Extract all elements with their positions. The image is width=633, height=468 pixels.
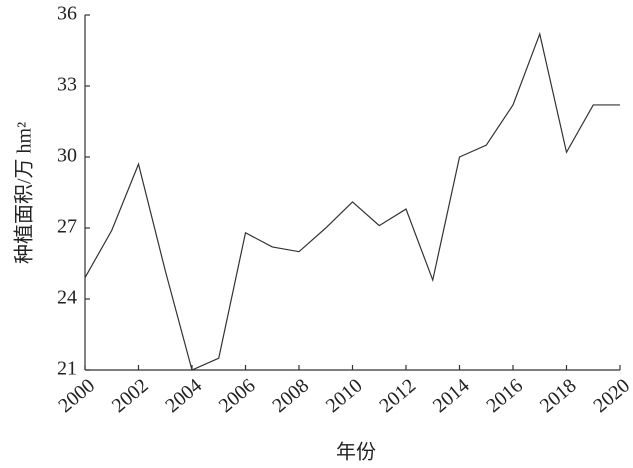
x-tick-label: 2014 <box>429 374 474 417</box>
x-axis-label: 年份 <box>336 441 376 464</box>
x-tick-label: 2004 <box>161 374 206 417</box>
y-tick-label: 33 <box>57 74 77 96</box>
x-tick-label: 2000 <box>54 374 99 417</box>
y-tick-label: 30 <box>57 145 77 167</box>
x-tick-label: 2008 <box>268 374 313 417</box>
x-tick-label: 2002 <box>108 374 153 417</box>
x-tick-label: 2020 <box>589 374 633 417</box>
x-tick-label: 2012 <box>375 374 420 417</box>
x-tick-label: 2006 <box>215 374 260 417</box>
x-tick-label: 2016 <box>482 374 527 417</box>
y-tick-label: 21 <box>57 358 77 380</box>
x-tick-label: 2010 <box>322 374 367 417</box>
x-tick-label: 2018 <box>536 374 581 417</box>
y-tick-label: 24 <box>57 287 77 309</box>
y-axis-label: 种植面积/万 hm² <box>13 122 36 264</box>
y-tick-label: 27 <box>57 216 77 238</box>
y-tick-label: 36 <box>57 3 77 25</box>
data-line <box>84 31 620 371</box>
